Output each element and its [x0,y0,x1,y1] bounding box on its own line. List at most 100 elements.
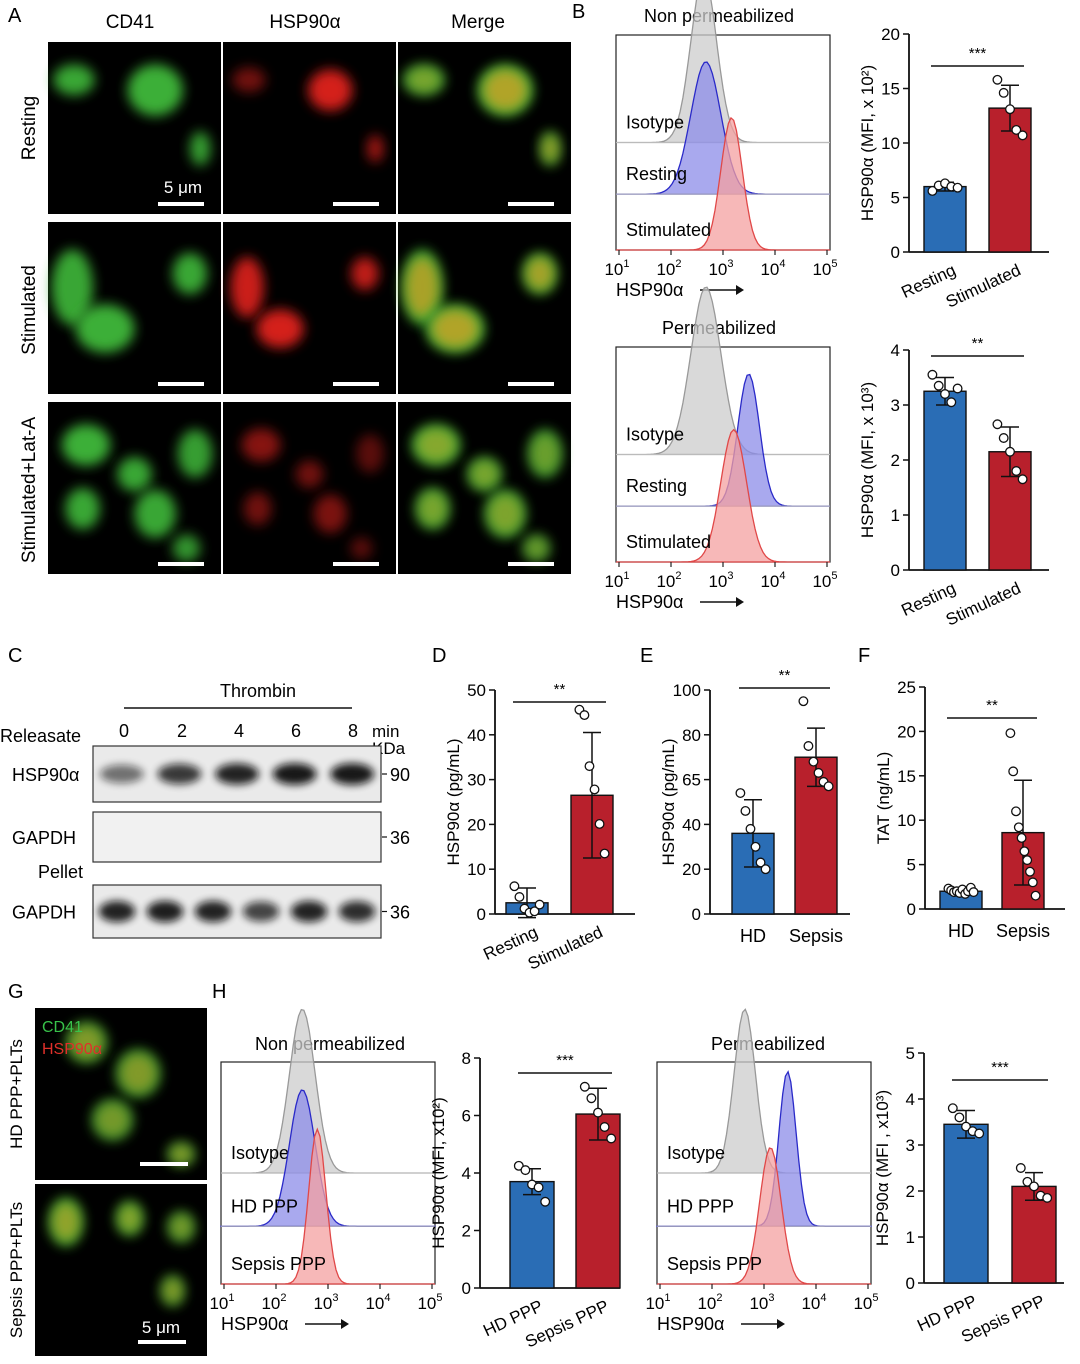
y-tick-label: 20 [467,815,486,834]
x-tick-base: 10 [365,1294,384,1313]
data-point [606,1133,617,1144]
histogram-label: Sepsis PPP [667,1254,762,1274]
data-point [933,380,944,391]
x-tick-base: 10 [708,572,727,591]
x-axis-arrow-head [777,1319,785,1329]
x-tick-base: 10 [853,1294,872,1313]
data-point [798,696,809,707]
data-point [529,906,540,917]
x-tick-exp: 5 [872,1292,878,1304]
x-tick-exp: 4 [820,1292,826,1304]
x-category-label: Sepsis [789,926,843,946]
data-point [952,383,963,394]
g-legend-hsp90: HSP90α [42,1041,102,1058]
y-tick-label: 0 [462,1279,471,1298]
x-axis-arrow-head [341,1319,349,1329]
y-tick-label: 2 [906,1182,915,1201]
cell-green [189,131,211,166]
cell-red [256,309,304,348]
data-point [599,1122,610,1132]
data-point [954,1112,965,1123]
data-point [745,823,756,834]
histogram-curve [657,1147,871,1285]
x-axis-arrow-head [736,285,744,295]
y-tick-label: 5 [891,189,900,208]
blot-strip [92,884,382,939]
x-tick-exp: 3 [727,570,733,582]
x-tick-label: 104 [760,570,785,591]
cell-red [351,257,379,291]
bar-chart-f: 0 5 10 15 20 25 TAT (ng/mL) HD Sepsis ** [874,678,1065,941]
x-tick-base: 10 [209,1294,228,1313]
blot-band [215,763,259,785]
x-category-label: Stimulated [525,922,606,973]
cell-red [241,428,281,462]
data-point [509,881,520,892]
scale-bar [508,382,554,386]
data-point [1011,806,1021,817]
x-tick-exp: 1 [623,570,629,582]
y-tick-label: 4 [891,341,900,360]
scale-bar [158,562,204,566]
y-tick-label: 25 [897,678,916,697]
x-tick-exp: 4 [779,258,785,270]
scale-bar-label: 5 μm [164,178,202,197]
data-point [579,1081,590,1092]
histogram-label: Isotype [626,113,684,133]
y-tick-label: 50 [467,681,486,700]
x-tick-label: 102 [261,1292,286,1313]
c-time-unit: min [372,722,399,741]
micrograph-tile [223,222,396,394]
x-tick-label: 105 [417,1292,442,1313]
data-point [520,1165,531,1176]
data-point [755,857,766,868]
micrograph-tile [35,1008,207,1180]
histogram-label: Resting [626,476,687,496]
cell-green [117,457,152,492]
x-tick-label: 103 [749,1292,774,1313]
cell-red [470,460,499,488]
data-point [940,389,950,399]
cell-green [172,534,201,562]
y-tick-label: 40 [682,815,701,834]
data-point [1030,890,1041,901]
x-tick-base: 10 [656,572,675,591]
y-tick-label: 80 [682,726,701,745]
data-point [533,1182,544,1193]
cell-green [61,424,111,466]
x-category-label: HD [948,921,974,941]
x-axis-label: HSP90α [616,280,683,300]
x-axis-label: HSP90α [221,1314,288,1334]
blot-strip [92,811,382,863]
data-point [1013,822,1024,833]
x-tick-exp: 1 [623,258,629,270]
x-category-label: Stimulated [943,578,1024,629]
blot-mw-label: 36 [390,903,410,923]
cell-green [127,64,183,116]
significance-stars: ** [986,697,998,714]
cell-green [51,249,93,326]
x-tick-exp: 5 [831,570,837,582]
b-bottom-title: Permeabilized [662,318,776,338]
x-tick-label: 104 [365,1292,390,1313]
c-pellet: Pellet [38,862,83,882]
cell-red [170,1144,193,1164]
cell-red [405,257,439,318]
panel-letter-g: G [8,981,24,1003]
data-point [540,1196,551,1207]
y-tick-label: 20 [881,25,900,44]
data-point [1015,1163,1026,1173]
x-tick-base: 10 [749,1294,768,1313]
data-point [1017,130,1028,141]
data-point [1027,877,1038,888]
blot-row-label: GAPDH [12,828,76,848]
micrograph-tile [48,222,221,394]
data-point [1022,1176,1033,1187]
cell-red [356,434,384,473]
histogram-label: Isotype [231,1143,289,1163]
g-scale-bar [140,1162,188,1166]
panel-letter-a: A [8,5,22,27]
